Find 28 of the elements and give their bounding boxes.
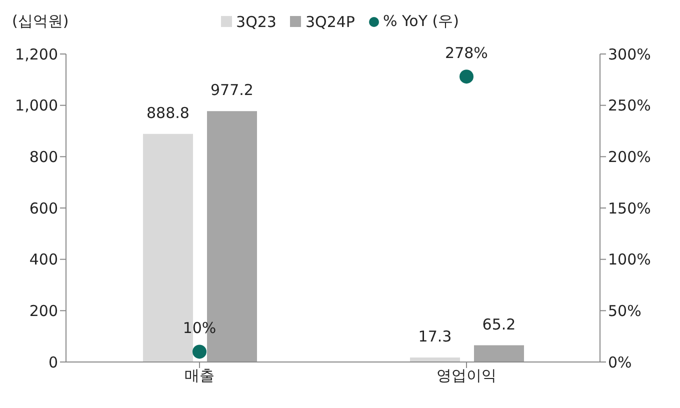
data-label: 10% (182, 319, 216, 338)
legend-label: % YoY (우) (382, 12, 459, 31)
data-label: 65.2 (482, 315, 516, 334)
data-label: 977.2 (210, 81, 254, 100)
y-tick-label: 600 (29, 199, 58, 218)
y-tick-label: 0 (48, 353, 58, 372)
y-tick-label: 800 (29, 148, 58, 166)
data-label: 278% (445, 44, 488, 62)
bar (474, 345, 524, 362)
data-label: 888.8 (146, 104, 190, 122)
y-axis-title: (십억원) (12, 12, 69, 31)
legend-label: 3Q23 (235, 12, 276, 31)
legend-label: 3Q24P (304, 12, 355, 31)
y-tick-label: 1,200 (15, 45, 58, 64)
y-tick-label: 200 (29, 302, 58, 320)
bar (410, 358, 460, 362)
y2-tick-label: 50% (608, 302, 642, 320)
y-tick-label: 1,000 (15, 96, 58, 115)
y-tick-label: 400 (29, 250, 58, 269)
data-label: 17.3 (418, 328, 452, 346)
y2-tick-label: 300% (608, 45, 651, 64)
x-tick-label: 영업이익 (436, 366, 496, 385)
x-tick-label: 매출 (184, 366, 214, 385)
y2-tick-label: 0% (608, 353, 632, 372)
y2-tick-label: 150% (608, 199, 651, 218)
y2-tick-label: 200% (608, 148, 651, 166)
y2-tick-label: 100% (608, 250, 651, 269)
y2-tick-label: 250% (608, 96, 651, 115)
